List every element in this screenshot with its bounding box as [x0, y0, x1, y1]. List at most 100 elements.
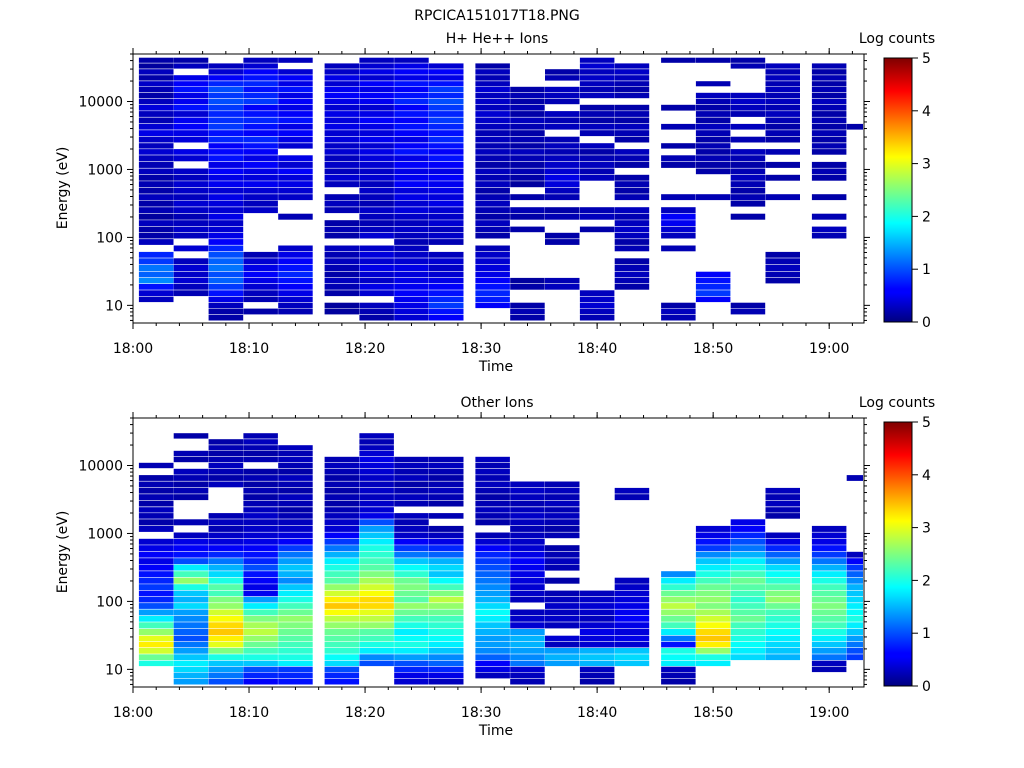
heatmap-cell [695, 551, 731, 558]
heatmap-cell [324, 603, 360, 609]
heatmap-cell [695, 81, 731, 87]
heatmap-cell [765, 641, 800, 648]
heatmap-cell [579, 226, 615, 233]
plot-frame [132, 53, 865, 324]
heatmap-cell [475, 500, 510, 507]
heatmap-cell [324, 551, 360, 558]
heatmap-cell [324, 92, 360, 99]
heatmap-cell [243, 475, 278, 481]
heatmap-cell [661, 577, 696, 584]
heatmap-cell [278, 558, 313, 565]
heatmap-cell [243, 155, 278, 162]
heatmap-cell [429, 258, 464, 265]
figure-title: RPCICA151017T18.PNG [414, 8, 579, 24]
colorbar-label: Log counts [859, 31, 935, 47]
heatmap-cell [208, 558, 244, 565]
heatmap-cell [208, 525, 244, 532]
heatmap-cell [359, 577, 394, 584]
heatmap-cell [173, 200, 209, 207]
heatmap-cell [324, 86, 360, 93]
heatmap-cell [510, 532, 545, 539]
heatmap-cell [614, 207, 650, 214]
heatmap-cell [359, 75, 394, 81]
heatmap-cell [208, 456, 244, 463]
heatmap-cells [138, 433, 863, 685]
heatmap-cell [278, 525, 313, 532]
heatmap-cell [730, 57, 766, 63]
panel-h-he-ions: H+ He++ Ions Log counts 18:00 18:10 18:20 1… [55, 31, 935, 375]
heatmap-cell [138, 290, 174, 297]
heatmap-cell [765, 149, 800, 155]
heatmap-cell [661, 635, 696, 642]
heatmap-cell [695, 290, 731, 297]
heatmap-cell [429, 117, 464, 124]
heatmap-cell [324, 308, 360, 315]
heatmap-cell [324, 245, 360, 252]
heatmap-cell [661, 57, 696, 63]
heatmap-cell [730, 629, 766, 636]
heatmap-cell [278, 245, 313, 252]
heatmap-cell [394, 635, 429, 642]
heatmap-cell [475, 149, 510, 155]
heatmap-cell [695, 284, 731, 290]
heatmap-cell [475, 220, 510, 226]
heatmap-cell [208, 168, 244, 175]
heatmap-cell [243, 615, 278, 622]
heatmap-cell [579, 57, 615, 63]
heatmap-cell [475, 92, 510, 99]
heatmap-cell [138, 641, 174, 648]
heatmap-cell [173, 155, 209, 162]
heatmap-cell [394, 468, 429, 475]
heatmap-cell [695, 564, 731, 571]
heatmap-cell [765, 63, 800, 69]
heatmap-cell [429, 161, 464, 168]
heatmap-cell [730, 603, 766, 609]
heatmap-cell [243, 130, 278, 137]
colorbar [883, 421, 913, 687]
heatmap-cell [765, 507, 800, 513]
heatmap-cell [243, 57, 278, 63]
heatmap-cell [138, 648, 174, 654]
heatmap-cell [173, 615, 209, 622]
heatmap-cell [730, 551, 766, 558]
heatmap-cell [811, 648, 847, 654]
heatmap-cell [695, 603, 731, 609]
heatmap-cell [811, 666, 847, 673]
heatmap-cell [765, 117, 800, 124]
heatmap-cell [138, 571, 174, 578]
heatmap-cell [429, 111, 464, 117]
heatmap-cell [695, 660, 731, 667]
heatmap-cell [394, 590, 429, 597]
heatmap-cell [208, 187, 244, 194]
heatmap-cell [394, 251, 429, 258]
heatmap-cell [695, 111, 731, 117]
colorbar-tick-label: 1 [922, 626, 931, 642]
heatmap-cell [475, 194, 510, 201]
heatmap-cell [429, 545, 464, 552]
heatmap-cell [359, 57, 394, 63]
y-tick-label: 10000 [78, 94, 123, 110]
heatmap-cell [475, 629, 510, 636]
heatmap-cell [278, 456, 313, 463]
heatmap-cell [429, 532, 464, 539]
heatmap-cell [394, 648, 429, 654]
heatmap-cell [614, 284, 650, 290]
heatmap-cell [765, 538, 800, 545]
heatmap-cell [545, 654, 580, 661]
heatmap-cell [614, 117, 650, 124]
heatmap-cell [278, 532, 313, 539]
heatmap-cell [173, 433, 209, 439]
heatmap-cell [324, 629, 360, 636]
panel-title: H+ He++ Ions [446, 31, 549, 47]
heatmap-cell [359, 450, 394, 457]
heatmap-cell [579, 302, 615, 309]
heatmap-cell [545, 590, 580, 597]
heatmap-cell [324, 456, 360, 463]
heatmap-cell [579, 666, 615, 673]
heatmap-cell [614, 181, 650, 188]
heatmap-cell [208, 538, 244, 545]
heatmap-cell [173, 603, 209, 609]
heatmap-cell [846, 641, 863, 648]
heatmap-cell [173, 641, 209, 648]
heatmap-cell [359, 456, 394, 463]
